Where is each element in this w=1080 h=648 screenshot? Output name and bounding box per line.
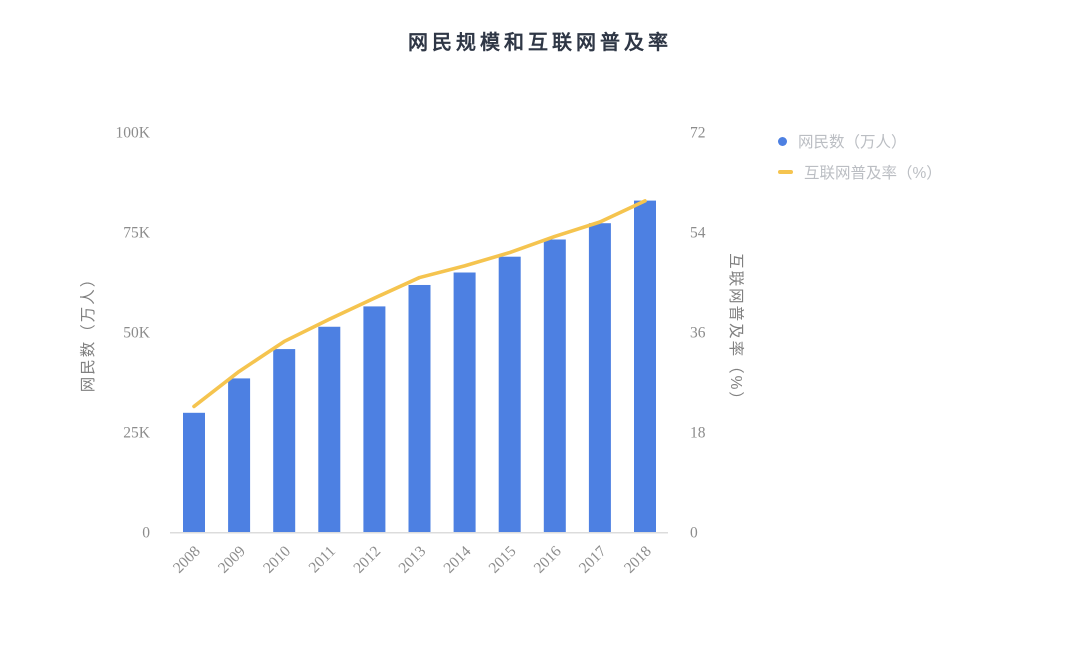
left-axis-tick-25K: 25K	[123, 425, 151, 442]
bar-2012	[363, 306, 386, 532]
bar-2014	[453, 272, 476, 532]
bar-2018	[634, 200, 656, 532]
right-axis-tick-72: 72	[690, 125, 706, 142]
x-axis-label-2008: 2008	[170, 543, 204, 577]
bar-2008	[183, 412, 205, 532]
x-axis-label-2011: 2011	[306, 543, 340, 577]
bar-2009	[228, 378, 251, 532]
left-axis-tick-0: 0	[142, 525, 150, 542]
bar-2015	[498, 256, 521, 532]
x-axis-label-2017: 2017	[576, 543, 610, 577]
right-axis-tick-54: 54	[690, 225, 706, 242]
x-axis-label-2016: 2016	[531, 543, 565, 577]
legend-circle-marker-icon	[778, 136, 787, 146]
bar-2013	[408, 284, 431, 532]
right-axis-tick-36: 36	[690, 325, 706, 342]
left-axis-tick-75K: 75K	[123, 225, 151, 242]
x-axis-label-2010: 2010	[260, 543, 294, 577]
x-axis-label-2014: 2014	[440, 543, 474, 577]
bar-2016	[543, 239, 566, 532]
x-axis-label-2013: 2013	[395, 543, 429, 577]
right-axis-tick-0: 0	[690, 525, 698, 542]
left-axis-tick-50K: 50K	[123, 325, 151, 342]
x-axis-label-2012: 2012	[350, 543, 384, 577]
x-axis-label-2018: 2018	[621, 543, 655, 577]
left-axis-tick-100K: 100K	[116, 125, 151, 142]
bar-2010	[273, 349, 296, 532]
legend-dash-marker-icon	[778, 170, 793, 174]
bar-2017	[588, 223, 611, 532]
chart-title: 网民规模和互联网普及率	[408, 32, 672, 54]
penetration-line	[192, 199, 647, 409]
legend-item-netizens[interactable]: 网民数（万人）	[778, 130, 942, 152]
bar-2011	[318, 326, 341, 532]
legend-label-penetration: 互联网普及率（%）	[804, 165, 942, 182]
legend-label-netizens: 网民数（万人）	[798, 134, 907, 151]
legend-item-penetration[interactable]: 互联网普及率（%）	[778, 161, 942, 183]
legend: 网民数（万人） 互联网普及率（%）	[778, 130, 942, 183]
x-axis-label-2015: 2015	[486, 543, 520, 577]
x-axis-label-2009: 2009	[215, 543, 249, 577]
right-axis-tick-18: 18	[690, 425, 706, 442]
